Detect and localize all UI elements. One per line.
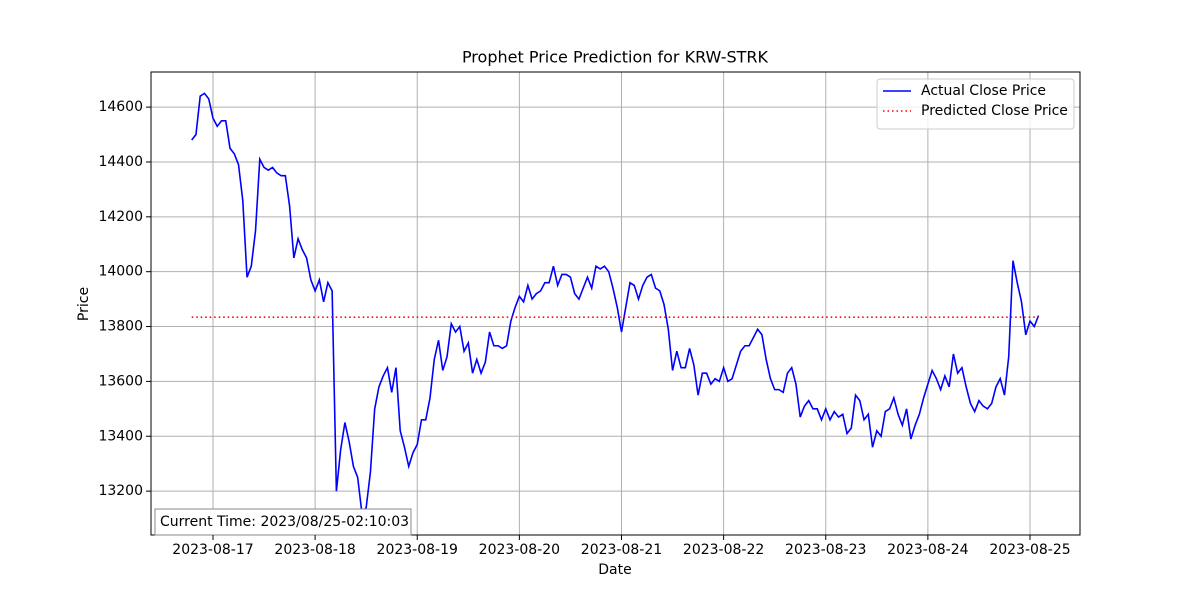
legend-label: Predicted Close Price bbox=[921, 103, 1068, 119]
y-tick-label: 13600 bbox=[98, 373, 143, 389]
y-tick-label: 14000 bbox=[98, 264, 143, 280]
legend-label: Actual Close Price bbox=[921, 83, 1046, 99]
x-tick-label: 2023-08-17 bbox=[172, 542, 253, 558]
legend-box bbox=[876, 78, 1075, 130]
y-tick-label: 14400 bbox=[98, 154, 143, 170]
x-tick-label: 2023-08-22 bbox=[683, 542, 764, 558]
annotation: Current Time: 2023/08/25-02:10:03 bbox=[160, 514, 409, 530]
annotation-box bbox=[154, 508, 412, 536]
y-tick-label: 14200 bbox=[98, 209, 143, 225]
x-axis-label: Date bbox=[598, 562, 631, 578]
x-tick-label: 2023-08-21 bbox=[581, 542, 662, 558]
x-tick-label: 2023-08-18 bbox=[274, 542, 355, 558]
x-tick-label: 2023-08-25 bbox=[989, 542, 1070, 558]
series-line bbox=[191, 92, 1040, 516]
x-tick-label: 2023-08-19 bbox=[377, 542, 458, 558]
x-tick-label: 2023-08-24 bbox=[887, 542, 968, 558]
y-tick-label: 13800 bbox=[98, 319, 143, 335]
y-tick-label: 14600 bbox=[98, 99, 143, 115]
y-tick-label: 13400 bbox=[98, 428, 143, 444]
chart-title: Prophet Price Prediction for KRW-STRK bbox=[462, 48, 769, 67]
x-tick-label: 2023-08-20 bbox=[479, 542, 560, 558]
y-axis-label: Price bbox=[76, 287, 92, 321]
legend: Actual Close Price Predicted Close Price bbox=[876, 78, 1075, 130]
y-tick-label: 13200 bbox=[98, 483, 143, 499]
x-tick-label: 2023-08-23 bbox=[785, 542, 866, 558]
plot-frame bbox=[150, 71, 1081, 536]
